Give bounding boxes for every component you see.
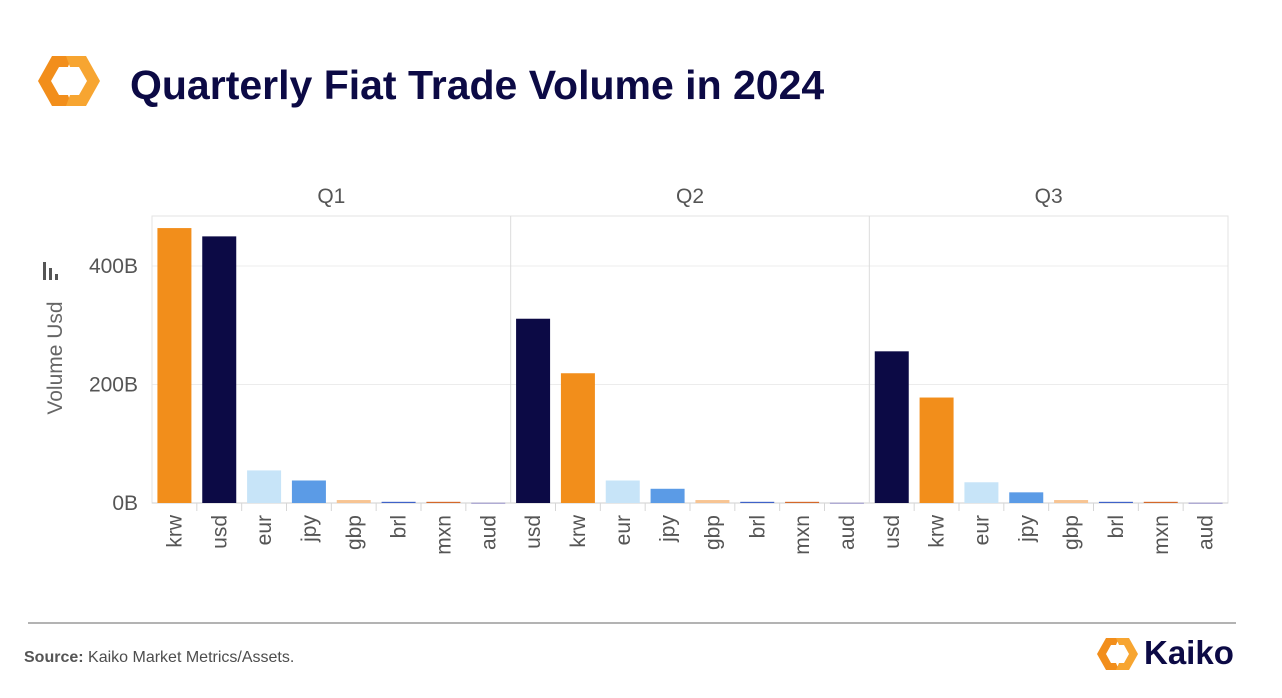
bar-q2-brl xyxy=(740,501,775,503)
panel-label-q1: Q1 xyxy=(317,185,345,208)
bar-q3-jpy xyxy=(1009,492,1044,503)
bar-q1-jpy xyxy=(291,480,326,503)
bar-q3-aud xyxy=(1188,502,1223,504)
kaiko-logo-icon xyxy=(38,56,100,106)
bar-q1-gbp xyxy=(336,500,371,503)
bar-q1-brl xyxy=(381,501,416,503)
x-tick-label-jpy: jpy xyxy=(298,515,321,543)
bar-q1-usd xyxy=(202,236,237,503)
y-tick-label-400: 400B xyxy=(89,255,138,278)
x-tick-label-eur: eur xyxy=(970,515,993,545)
x-tick-label-aud: aud xyxy=(477,515,500,550)
x-tick-label-usd: usd xyxy=(881,515,904,549)
x-tick-label-krw: krw xyxy=(567,514,590,547)
bar-q2-gbp xyxy=(695,500,730,503)
bar-chart-icon xyxy=(43,262,58,280)
bar-q3-mxn xyxy=(1143,501,1178,503)
bar-q2-mxn xyxy=(785,501,820,503)
bar-q1-aud xyxy=(471,502,506,504)
source-text: Kaiko Market Metrics/Assets. xyxy=(83,649,295,666)
x-tick-label-usd: usd xyxy=(522,515,545,549)
x-tick-label-brl: brl xyxy=(388,515,411,538)
x-tick-label-gbp: gbp xyxy=(1060,515,1083,550)
bar-q3-eur xyxy=(964,482,999,503)
x-tick-label-jpy: jpy xyxy=(657,515,680,543)
bar-q2-eur xyxy=(605,480,640,503)
x-tick-label-gbp: gbp xyxy=(701,515,724,550)
x-tick-label-aud: aud xyxy=(1195,515,1218,550)
x-tick-label-eur: eur xyxy=(253,515,276,545)
x-tick-label-usd: usd xyxy=(208,515,231,549)
panel-label-q2: Q2 xyxy=(676,185,704,208)
bar-q1-eur xyxy=(247,470,282,503)
x-tick-label-brl: brl xyxy=(746,515,769,538)
source-label: Source: xyxy=(24,649,84,666)
x-tick-label-mxn: mxn xyxy=(1150,515,1173,555)
x-tick-label-jpy: jpy xyxy=(1015,515,1038,543)
y-tick-label-200: 200B xyxy=(89,374,138,397)
bar-q2-aud xyxy=(829,502,864,504)
y-axis-title: Volume Usd xyxy=(44,301,67,414)
x-tick-label-aud: aud xyxy=(836,515,859,550)
bar-q2-usd xyxy=(516,318,551,503)
x-tick-label-brl: brl xyxy=(1105,515,1128,538)
bar-q1-mxn xyxy=(426,501,461,503)
plot-frame xyxy=(151,215,1229,504)
bar-q3-brl xyxy=(1098,501,1133,503)
bar-q3-gbp xyxy=(1054,500,1089,503)
bar-q2-jpy xyxy=(650,488,685,503)
x-tick-label-gbp: gbp xyxy=(343,515,366,550)
kaiko-brand-icon xyxy=(1097,638,1138,670)
bar-q3-krw xyxy=(919,397,954,503)
x-tick-label-mxn: mxn xyxy=(432,515,455,555)
bar-q2-krw xyxy=(560,373,595,503)
source-note: Source: Kaiko Market Metrics/Assets. xyxy=(24,649,294,667)
x-tick-label-mxn: mxn xyxy=(791,515,814,555)
brand-name: Kaiko xyxy=(1144,634,1234,671)
y-tick-label-0: 0B xyxy=(112,492,138,515)
x-tick-label-eur: eur xyxy=(612,515,635,545)
x-tick-label-krw: krw xyxy=(163,514,186,547)
x-tick-label-krw: krw xyxy=(926,514,949,547)
page-title: Quarterly Fiat Trade Volume in 2024 xyxy=(130,62,825,108)
footer-divider xyxy=(28,622,1236,624)
panel-label-q3: Q3 xyxy=(1035,185,1063,208)
bar-q1-krw xyxy=(157,228,192,503)
bar-q3-usd xyxy=(874,351,909,503)
